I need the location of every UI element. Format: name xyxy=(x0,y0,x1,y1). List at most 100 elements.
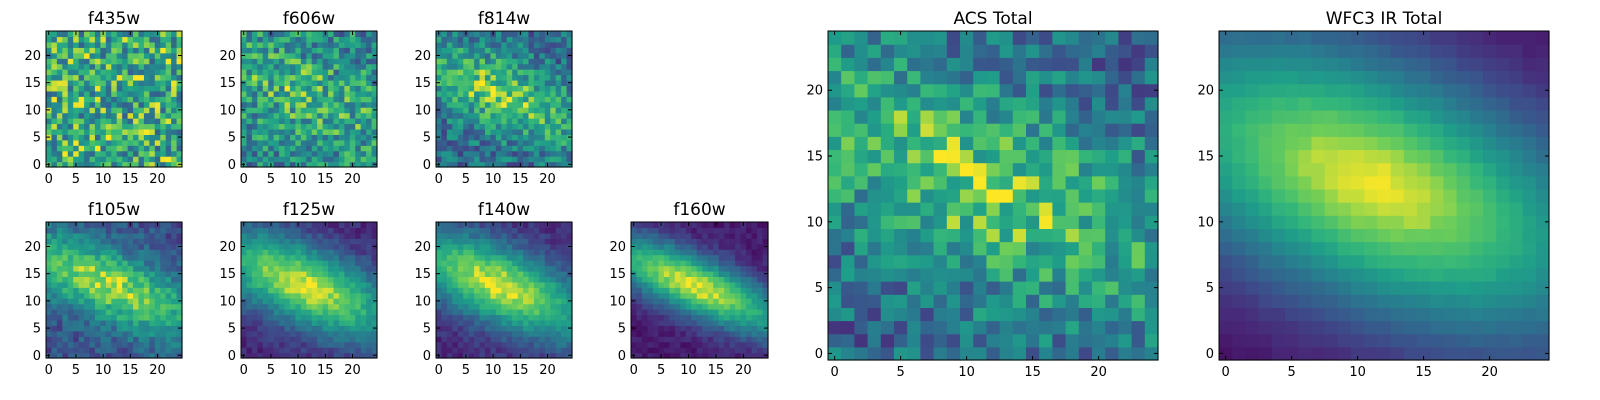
heatmap-cell xyxy=(84,352,91,359)
heatmap-cell xyxy=(735,243,742,250)
heatmap-cell xyxy=(105,270,112,277)
heatmap-cell xyxy=(94,156,101,163)
heatmap-cell xyxy=(257,79,264,86)
heatmap-cell xyxy=(279,150,286,157)
heatmap-cell xyxy=(528,222,535,229)
heatmap-cell xyxy=(729,249,736,256)
heatmap-cell xyxy=(262,101,269,108)
heatmap-cell xyxy=(1039,346,1053,361)
heatmap-cell xyxy=(631,330,638,337)
heatmap-cell xyxy=(154,227,161,234)
heatmap-cell xyxy=(1144,215,1159,229)
heatmap-cell xyxy=(735,232,742,239)
heatmap-cell xyxy=(528,281,535,288)
heatmap-cell xyxy=(920,333,935,348)
heatmap-cell xyxy=(122,325,129,332)
heatmap-cell xyxy=(67,156,74,163)
heatmap-cell xyxy=(171,107,178,114)
heatmap-cell xyxy=(268,41,275,48)
heatmap-cell xyxy=(84,47,91,54)
heatmap-cell xyxy=(279,265,286,272)
heatmap-cell xyxy=(246,249,253,256)
heatmap-cell xyxy=(262,36,269,43)
heatmap-cell xyxy=(360,319,367,326)
heatmap-cell xyxy=(322,96,329,103)
heatmap-cell xyxy=(674,292,681,299)
heatmap-cell xyxy=(355,276,362,283)
heatmap-cell xyxy=(143,309,150,316)
heatmap-cell xyxy=(718,336,725,343)
heatmap-cell xyxy=(127,341,134,348)
heatmap-cell xyxy=(246,232,253,239)
heatmap-cell xyxy=(300,347,307,354)
heatmap-cell xyxy=(724,314,731,321)
heatmap-cell xyxy=(479,254,486,261)
heatmap-cell xyxy=(176,63,183,70)
heatmap-cell xyxy=(306,145,313,152)
heatmap-cell xyxy=(322,227,329,234)
heatmap-cell xyxy=(555,128,562,135)
heatmap-cell xyxy=(441,58,448,65)
heatmap-cell xyxy=(452,303,459,310)
heatmap-cell xyxy=(707,222,714,229)
heatmap-cell xyxy=(680,249,687,256)
heatmap-cell xyxy=(127,265,134,272)
heatmap-cell xyxy=(268,249,275,256)
heatmap-cell xyxy=(631,238,638,245)
heatmap-cell xyxy=(523,325,530,332)
heatmap-cell xyxy=(867,267,882,282)
heatmap-cell xyxy=(555,90,562,97)
heatmap-cell xyxy=(171,41,178,48)
heatmap-cell xyxy=(78,41,85,48)
heatmap-cell xyxy=(333,123,340,130)
heatmap-cell xyxy=(279,79,286,86)
heatmap-cell xyxy=(512,336,519,343)
heatmap-cell xyxy=(691,352,698,359)
heatmap-cell xyxy=(143,270,150,277)
heatmap-cell xyxy=(105,41,112,48)
heatmap-cell xyxy=(713,347,720,354)
heatmap-cell xyxy=(506,47,513,54)
heatmap-cell xyxy=(251,145,258,152)
heatmap-cell xyxy=(138,260,145,267)
heatmap-cell xyxy=(746,303,753,310)
heatmap-cell xyxy=(122,156,129,163)
heatmap-cell xyxy=(133,128,140,135)
heatmap-cell xyxy=(484,85,491,92)
heatmap-cell xyxy=(707,314,714,321)
heatmap-cell xyxy=(257,112,264,119)
heatmap-cell xyxy=(463,238,470,245)
heatmap-cell xyxy=(89,112,96,119)
heatmap-cell xyxy=(441,112,448,119)
heatmap-cell xyxy=(122,347,129,354)
heatmap-cell xyxy=(512,238,519,245)
heatmap-cell xyxy=(636,309,643,316)
heatmap-cell xyxy=(84,107,91,114)
heatmap-cell xyxy=(746,292,753,299)
heatmap-cell xyxy=(555,156,562,163)
heatmap-cell xyxy=(517,41,524,48)
heatmap-cell xyxy=(289,336,296,343)
heatmap-cell xyxy=(533,243,540,250)
heatmap-cell xyxy=(133,336,140,343)
heatmap-cell xyxy=(62,145,69,152)
heatmap-cell xyxy=(751,309,758,316)
heatmap-cell xyxy=(366,265,373,272)
heatmap-cell xyxy=(333,101,340,108)
heatmap-cell xyxy=(133,276,140,283)
heatmap-cell xyxy=(757,227,764,234)
x-tick-label: 15 xyxy=(512,172,529,187)
heatmap-cell xyxy=(306,265,313,272)
heatmap-cell xyxy=(94,112,101,119)
heatmap-cell xyxy=(289,270,296,277)
heatmap-cell xyxy=(501,319,508,326)
heatmap-cell xyxy=(555,134,562,141)
heatmap-cell xyxy=(284,118,291,125)
heatmap-cell xyxy=(685,309,692,316)
heatmap-cell xyxy=(355,156,362,163)
heatmap-cell xyxy=(550,341,557,348)
heatmap-cell xyxy=(133,69,140,76)
heatmap-cell xyxy=(441,319,448,326)
heatmap-cell xyxy=(349,36,356,43)
heatmap-cell xyxy=(663,298,670,305)
